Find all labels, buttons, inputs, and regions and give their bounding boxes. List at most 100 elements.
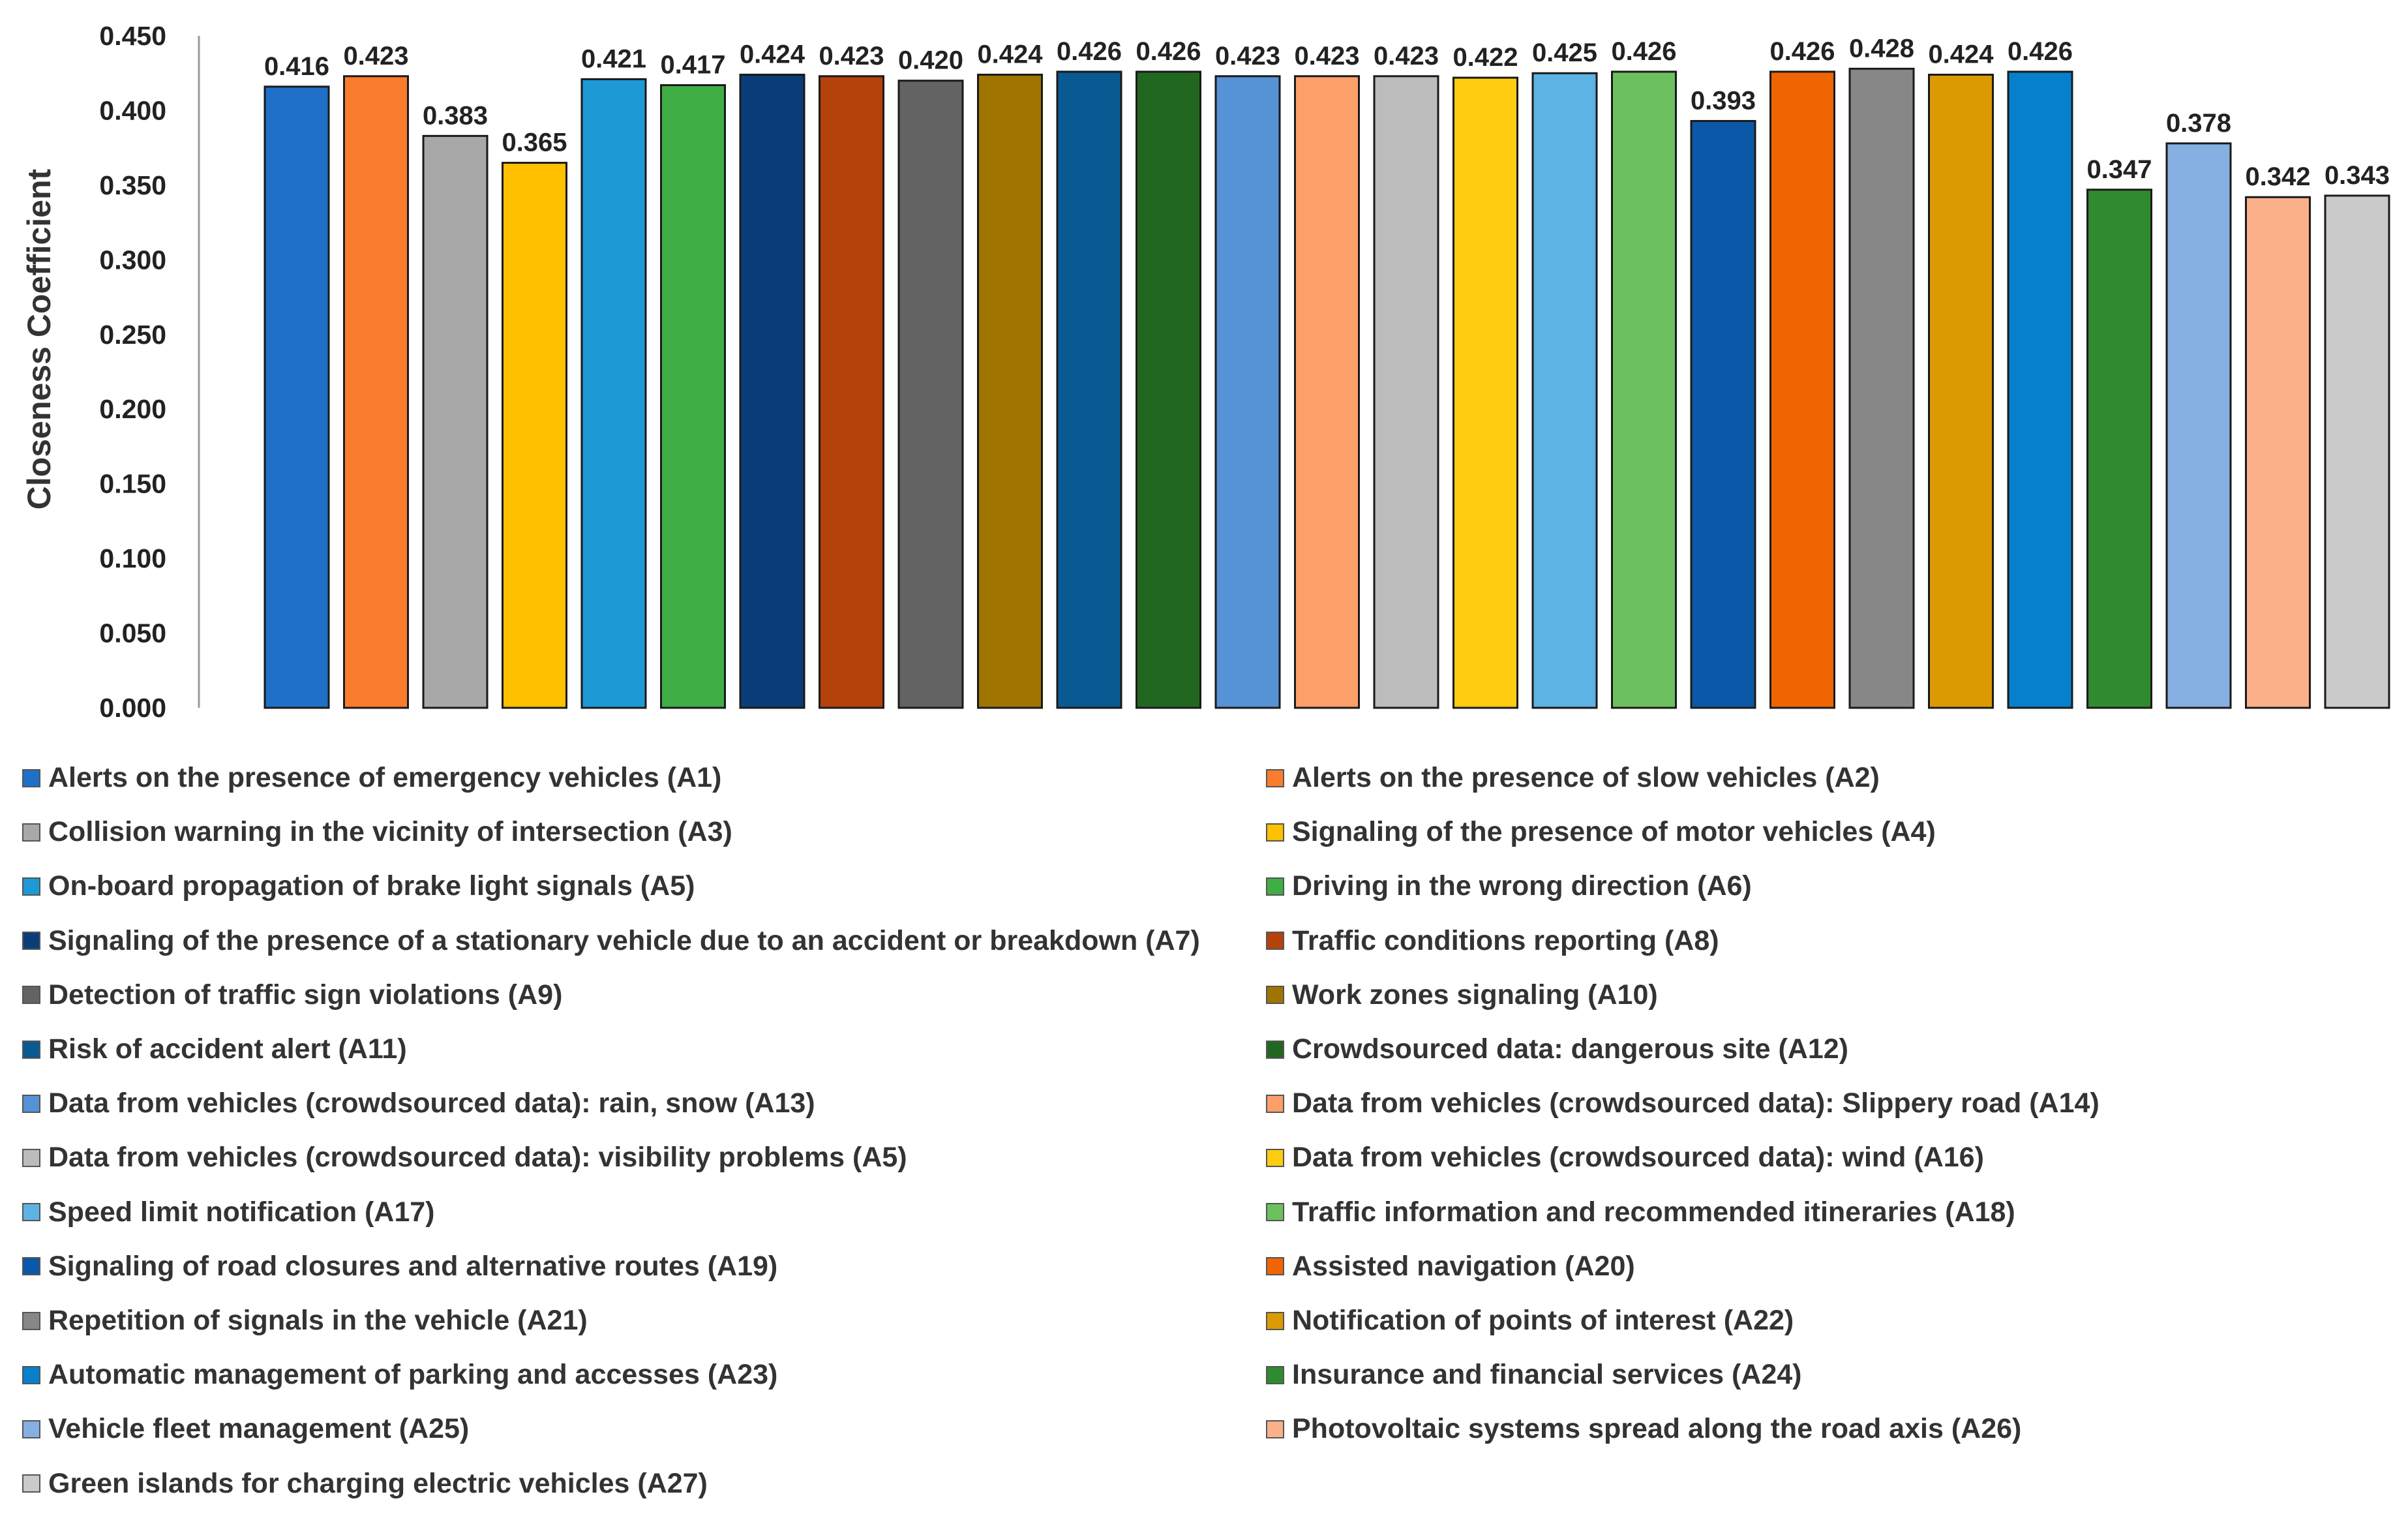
bars [263, 67, 2390, 709]
data-label-a18: 0.426 [1611, 37, 1676, 66]
data-label-a15: 0.423 [1374, 42, 1439, 70]
data-label-a7: 0.424 [740, 40, 805, 69]
bar-a16 [1452, 76, 1518, 709]
legend-label: Alerts on the presence of slow vehicles … [1292, 762, 1880, 793]
legend-label: Driving in the wrong direction (A6) [1292, 870, 1752, 902]
bar-a17 [1531, 72, 1598, 709]
bar-chart-plot: 0.000 0.050 0.100 0.150 0.200 0.250 0.300 0.350… [21, 21, 2390, 723]
legend-item-a6: Driving in the wrong direction (A6) [1266, 870, 1752, 902]
bar-a8 [819, 75, 884, 709]
data-label-a26: 0.342 [2245, 162, 2310, 191]
data-label-a24: 0.347 [2086, 155, 2152, 184]
legend-item-a22: Notification of points of interest (A22) [1266, 1305, 1794, 1337]
legend-swatch [22, 932, 40, 950]
legend-swatch [1266, 932, 1284, 950]
legend-label: On-board propagation of brake light sign… [48, 870, 695, 902]
bar-a24 [2086, 189, 2152, 709]
bar-a11 [1056, 70, 1122, 709]
legend-swatch [22, 1420, 40, 1438]
legend-item-a14: Data from vehicles (crowdsourced data): … [1266, 1087, 2099, 1119]
legend-swatch [1266, 1365, 1284, 1384]
legend-item-a9: Detection of traffic sign violations (A9… [22, 979, 562, 1011]
legend-swatch [1266, 877, 1284, 896]
data-label-a5: 0.421 [581, 44, 646, 73]
legend-item-a26: Photovoltaic systems spread along the ro… [1266, 1413, 2021, 1445]
y-tick-label: 0.400 [99, 95, 166, 125]
bar-a14 [1294, 75, 1360, 709]
legend-swatch [22, 877, 40, 896]
legend-swatch [1266, 986, 1284, 1005]
legend-label: Data from vehicles (crowdsourced data): … [1292, 1087, 2099, 1119]
y-tick-label: 0.450 [99, 21, 166, 51]
y-axis: 0.000 0.050 0.100 0.150 0.200 0.250 0.300 0.350… [99, 21, 200, 723]
bar-a26 [2245, 196, 2311, 709]
legend-swatch [22, 1094, 40, 1113]
legend-label: Traffic information and recommended itin… [1292, 1196, 2015, 1228]
legend-swatch [22, 823, 40, 842]
legend-item-a27: Green islands for charging electric vehi… [22, 1468, 708, 1500]
data-label-a13: 0.423 [1215, 42, 1280, 70]
bar-a21 [1848, 67, 1915, 709]
data-label-a12: 0.426 [1136, 37, 1201, 66]
legend-swatch [22, 768, 40, 787]
legend-swatch [22, 1040, 40, 1059]
legend-item-a3: Collision warning in the vicinity of int… [22, 816, 732, 848]
legend-swatch [1266, 1257, 1284, 1276]
bar-a7 [739, 74, 805, 709]
data-label-a10: 0.424 [977, 40, 1043, 69]
legend-swatch [1266, 1420, 1284, 1438]
legend-label: Notification of points of interest (A22) [1292, 1305, 1794, 1336]
bar-a23 [2007, 70, 2073, 709]
data-label-a21: 0.428 [1849, 34, 1914, 63]
data-label-a8: 0.423 [819, 42, 884, 70]
legend-label: Data from vehicles (crowdsourced data): … [48, 1142, 907, 1174]
legend-item-a21: Repetition of signals in the vehicle (A2… [22, 1305, 588, 1337]
legend-swatch [22, 986, 40, 1005]
bar-a13 [1214, 75, 1281, 709]
bar-a20 [1769, 70, 1835, 709]
legend-item-a23: Automatic management of parking and acce… [22, 1359, 777, 1391]
data-label-a22: 0.424 [1928, 40, 1994, 69]
data-label-a20: 0.426 [1769, 37, 1835, 66]
data-labels: 0.416 0.423 0.383 0.365 0.421 0.417 0.424 0.423… [264, 34, 2390, 191]
bar-a27 [2324, 194, 2390, 709]
bar-a22 [1928, 74, 1994, 709]
y-axis-title: Closeness Coefficient [21, 168, 57, 509]
y-tick-label: 0.250 [99, 320, 166, 350]
legend-swatch [22, 1474, 40, 1493]
bar-a25 [2165, 142, 2232, 709]
legend-swatch [1266, 768, 1284, 787]
data-label-a14: 0.423 [1294, 42, 1359, 70]
legend-item-a4: Signaling of the presence of motor vehic… [1266, 816, 1936, 848]
legend-item-a13: Data from vehicles (crowdsourced data): … [22, 1087, 815, 1119]
bar-a19 [1690, 119, 1756, 709]
legend-swatch [1266, 1203, 1284, 1222]
legend-swatch [22, 1203, 40, 1222]
legend-label: Green islands for charging electric vehi… [48, 1467, 708, 1499]
legend-label: Photovoltaic systems spread along the ro… [1292, 1413, 2022, 1445]
data-label-a17: 0.425 [1532, 38, 1597, 67]
data-label-a16: 0.422 [1452, 43, 1518, 72]
legend-label: Insurance and financial services (A24) [1292, 1359, 1802, 1391]
data-label-a9: 0.420 [898, 46, 963, 75]
legend: Alerts on the presence of emergency vehi… [22, 762, 2396, 1506]
y-tick-label: 0.000 [99, 693, 166, 723]
legend-label: Signaling of the presence of a stationar… [48, 924, 1200, 956]
legend-item-a16: Data from vehicles (crowdsourced data): … [1266, 1142, 1984, 1174]
legend-label: Vehicle fleet management (A25) [48, 1413, 470, 1445]
legend-item-a1: Alerts on the presence of emergency vehi… [22, 762, 721, 794]
legend-label: Detection of traffic sign violations (A9… [48, 979, 563, 1011]
y-tick-label: 0.150 [99, 469, 166, 499]
data-label-a11: 0.426 [1057, 37, 1122, 66]
legend-label: Traffic conditions reporting (A8) [1292, 924, 1719, 956]
bar-a9 [897, 80, 964, 709]
legend-label: Crowdsourced data: dangerous site (A12) [1292, 1033, 1848, 1065]
legend-item-a17: Speed limit notification (A17) [22, 1196, 435, 1228]
legend-swatch [22, 1257, 40, 1276]
legend-swatch [1266, 1311, 1284, 1330]
data-label-a25: 0.378 [2166, 109, 2231, 138]
legend-item-a10: Work zones signaling (A10) [1266, 979, 1658, 1011]
legend-label: Signaling of the presence of motor vehic… [1292, 816, 1936, 848]
legend-label: Automatic management of parking and acce… [48, 1359, 778, 1391]
legend-swatch [1266, 1094, 1284, 1113]
